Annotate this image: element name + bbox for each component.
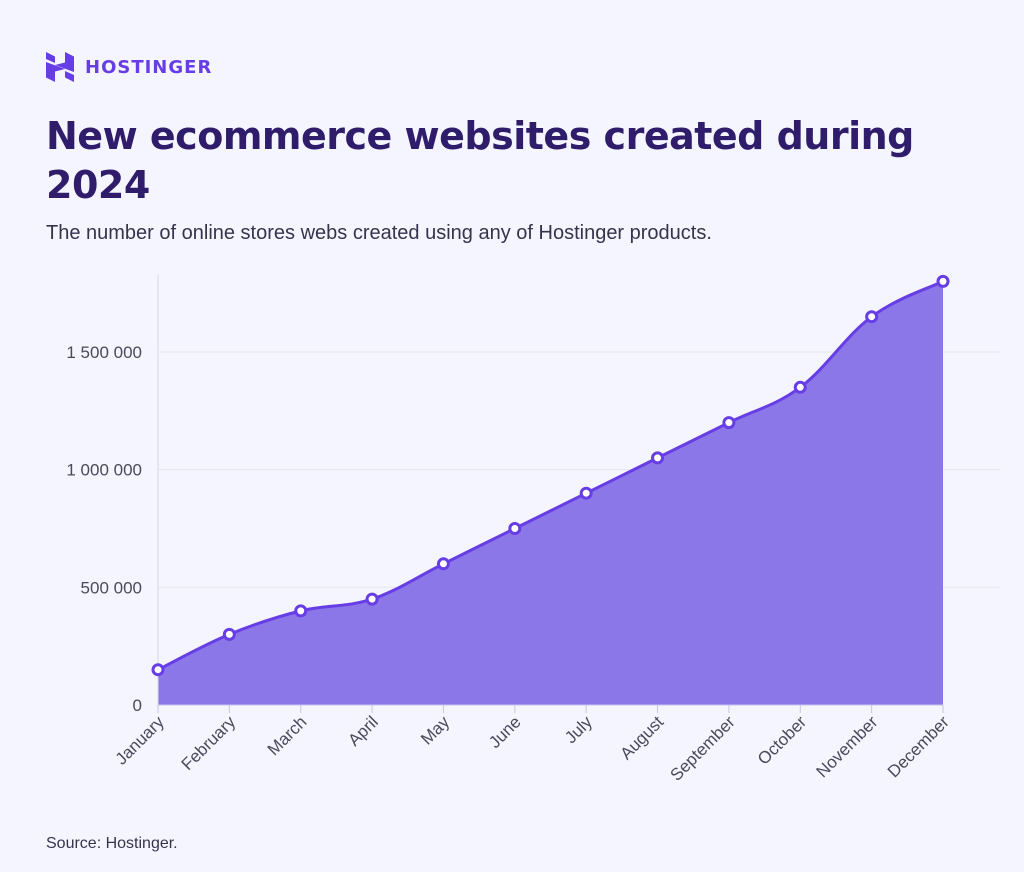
data-point — [651, 451, 665, 465]
y-tick-labels: 0 500 000 1 000 000 1 500 000 — [66, 343, 142, 715]
hostinger-logo-icon — [46, 52, 74, 82]
brand: HOSTINGER — [46, 52, 212, 82]
data-points — [151, 274, 950, 677]
y-tick-label: 1 500 000 — [66, 343, 142, 362]
x-tick-label: December — [884, 712, 953, 781]
brand-name: HOSTINGER — [85, 56, 213, 78]
x-tick-label: February — [178, 712, 240, 774]
data-point — [222, 627, 236, 641]
data-point — [365, 592, 379, 606]
area-fill — [158, 281, 943, 705]
y-tick-label: 1 000 000 — [66, 461, 142, 480]
x-tick-label: March — [264, 712, 311, 759]
data-point — [508, 522, 522, 535]
source-note: Source: Hostinger. — [46, 835, 178, 852]
y-tick-label: 0 — [133, 696, 142, 715]
data-point — [151, 663, 165, 677]
x-tick-label: October — [754, 712, 810, 768]
axes — [157, 275, 943, 706]
chart-subtitle: The number of online stores webs created… — [46, 222, 712, 244]
x-tick-label: August — [617, 712, 668, 763]
data-point — [936, 274, 950, 288]
data-point — [722, 416, 736, 430]
data-point — [579, 486, 593, 500]
x-tick-labels: January February March April May June July Augu… — [112, 705, 953, 785]
chart-area — [157, 280, 944, 705]
x-tick-label: September — [666, 712, 738, 784]
x-tick-label: May — [417, 712, 453, 748]
data-point — [865, 310, 879, 324]
x-tick-label: January — [112, 712, 169, 769]
data-point — [436, 557, 450, 571]
x-tick-label: November — [813, 712, 882, 781]
x-tick-label: July — [561, 712, 596, 747]
chart-title: New ecommerce websites created during 20… — [46, 114, 914, 207]
data-point — [294, 604, 308, 618]
y-tick-label: 500 000 — [81, 578, 142, 597]
x-tick-label: June — [485, 712, 525, 752]
data-point — [793, 380, 807, 394]
x-tick-label: April — [344, 712, 381, 749]
